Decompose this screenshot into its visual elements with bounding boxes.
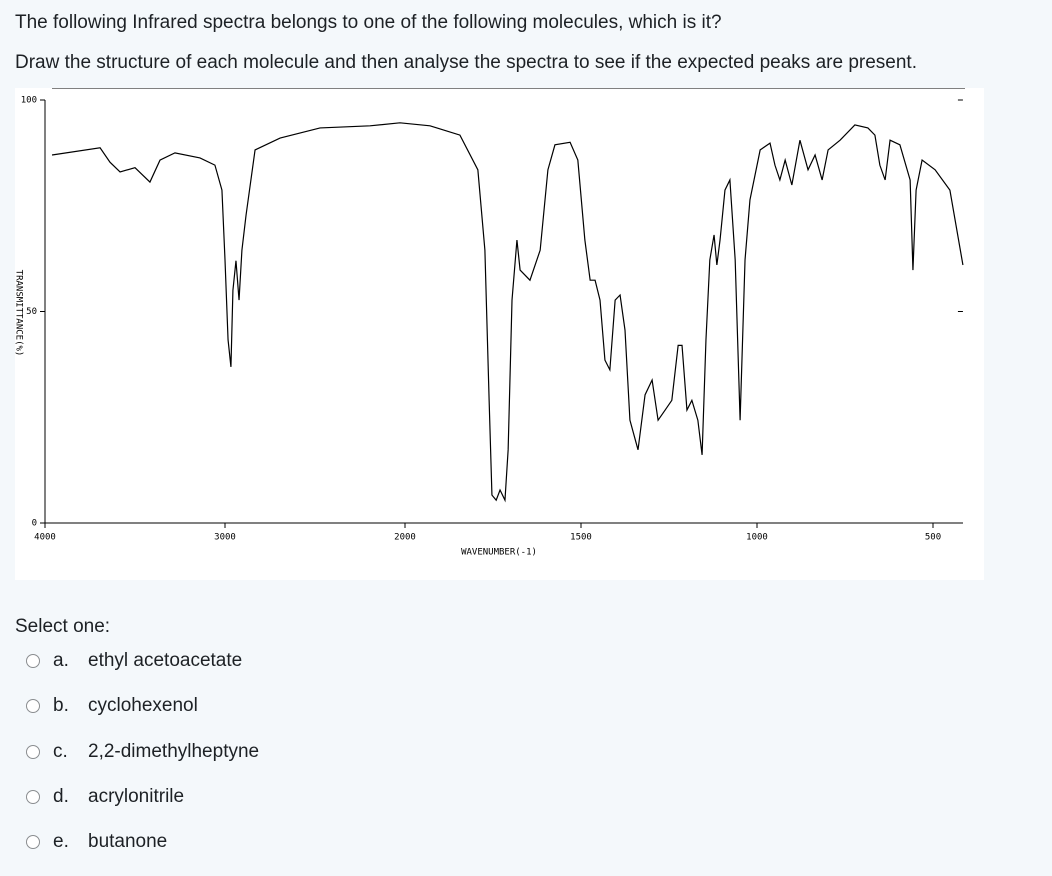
chart: TRANSMITTANCE(%) WAVENUMBER(-1) 0 50 100 40…: [14, 87, 965, 558]
radio-button[interactable]: [26, 835, 40, 850]
option-label[interactable]: butanone: [88, 831, 168, 853]
option[interactable]: e. butanone: [26, 831, 167, 853]
x-tick-label: 3000: [214, 533, 236, 543]
option-label[interactable]: ethyl acetoacetate: [88, 650, 243, 671]
option[interactable]: c. 2,2-dimethylheptyne: [26, 741, 259, 763]
x-axis-label: WAVENUMBER(-1): [461, 548, 537, 558]
instruction: Draw the structure of each molecule and …: [15, 52, 917, 73]
radio-button[interactable]: [26, 789, 40, 804]
x-tick-label: 2000: [394, 533, 416, 543]
option-label[interactable]: cyclohexenol: [88, 695, 198, 717]
select-prompt: Select one:: [15, 616, 111, 637]
y-tick-label: 0: [32, 519, 37, 529]
x-tick-label: 500: [925, 533, 941, 543]
y-axis-label: TRANSMITTANCE(%): [15, 270, 24, 357]
question-text: The following Infrared spectra belongs t…: [15, 12, 722, 33]
option[interactable]: a. ethyl acetoacetate: [26, 650, 242, 672]
x-tick-label: 1500: [570, 533, 592, 543]
option-letter: a.: [53, 650, 69, 671]
y-tick-label: 50: [26, 307, 37, 317]
option[interactable]: b. cyclohexenol: [26, 695, 198, 717]
option-letter: d.: [53, 785, 69, 807]
x-tick-label: 4000: [34, 533, 56, 543]
x-tick-label: 1000: [746, 533, 768, 543]
radio-button[interactable]: [26, 654, 40, 668]
option-label[interactable]: 2,2-dimethylheptyne: [88, 740, 260, 762]
spectrum-line: [51, 122, 964, 503]
option-letter: c.: [53, 740, 68, 762]
option-label[interactable]: acrylonitrile: [88, 785, 185, 807]
y-tick-label: 100: [21, 96, 37, 106]
radio-button[interactable]: [26, 699, 40, 714]
option[interactable]: d. acrylonitrile: [26, 786, 184, 808]
option-letter: b.: [53, 695, 69, 717]
spectrum-panel: TRANSMITTANCE(%) WAVENUMBER(-1) 0 50 100 40…: [14, 87, 984, 580]
radio-button[interactable]: [26, 744, 40, 759]
option-letter: e.: [53, 831, 69, 853]
